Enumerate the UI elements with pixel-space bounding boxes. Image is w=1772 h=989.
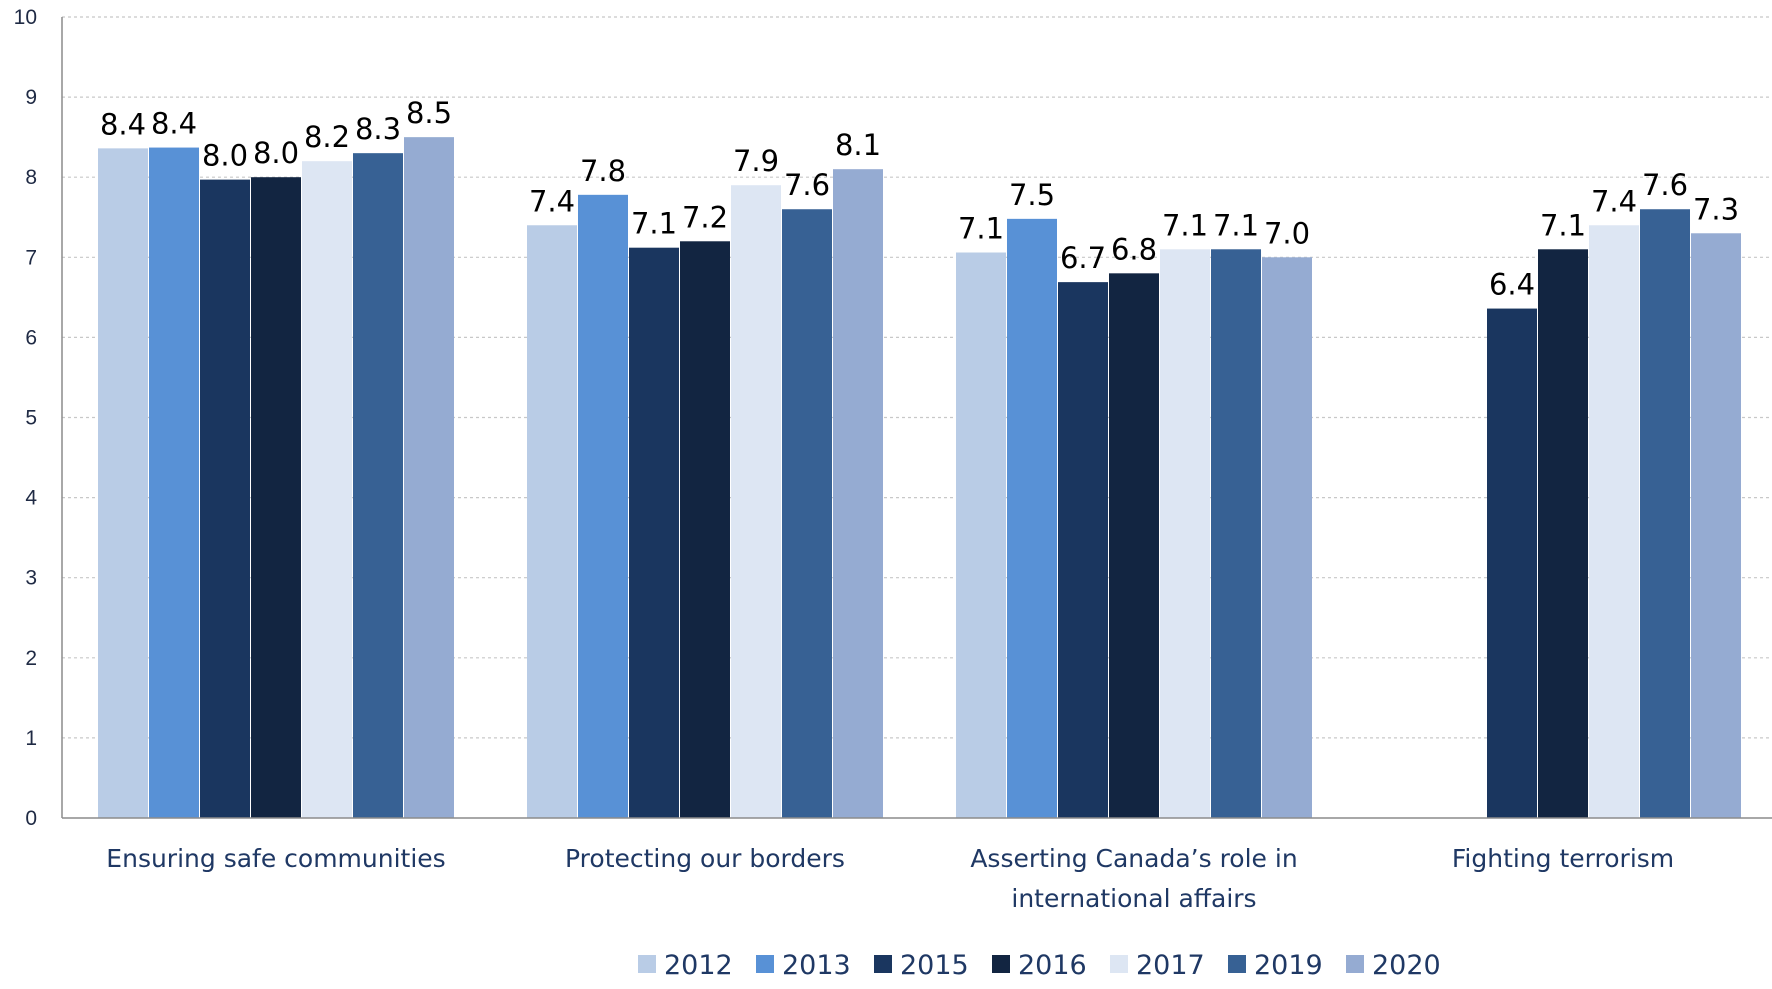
data-label: 7.1 xyxy=(631,207,677,241)
data-label: 8.4 xyxy=(151,107,197,141)
bar-2019-3 xyxy=(1640,209,1690,819)
bar-2012-1 xyxy=(527,225,577,818)
category-label: Protecting our borders xyxy=(565,844,845,873)
bar-2015-2 xyxy=(1058,282,1108,819)
bar-2015-3 xyxy=(1487,308,1537,818)
legend-label-2016: 2016 xyxy=(1018,950,1087,981)
bar-2013-0 xyxy=(149,147,199,819)
legend-label-2015: 2015 xyxy=(900,950,969,981)
x-axis-category-labels: Ensuring safe communities Protecting our … xyxy=(106,844,1674,913)
data-label: 7.4 xyxy=(529,184,575,218)
legend-swatch-2015 xyxy=(874,955,892,973)
legend-swatch-2019 xyxy=(1228,955,1246,973)
bar-2013-2 xyxy=(1007,218,1057,819)
legend-label-2013: 2013 xyxy=(782,950,851,981)
bar-2019-0 xyxy=(353,153,403,819)
y-tick-label: 9 xyxy=(25,86,37,109)
data-label: 8.5 xyxy=(406,96,452,130)
y-tick-label: 4 xyxy=(25,487,37,510)
bar-2017-0 xyxy=(302,161,352,818)
data-label: 6.7 xyxy=(1060,241,1106,275)
legend-swatch-2012 xyxy=(638,955,656,973)
bar-2015-0 xyxy=(200,179,250,818)
y-tick-label: 10 xyxy=(14,6,37,29)
y-tick-label: 7 xyxy=(25,246,37,269)
data-label: 8.0 xyxy=(202,139,248,173)
data-label: 7.0 xyxy=(1264,216,1310,250)
y-tick-label: 8 xyxy=(25,166,37,189)
y-tick-label: 6 xyxy=(25,326,37,349)
legend-label-2017: 2017 xyxy=(1136,950,1205,981)
bar-2016-3 xyxy=(1538,249,1588,819)
y-tick-label: 0 xyxy=(25,807,37,830)
data-label: 8.4 xyxy=(100,107,146,141)
bar-2016-0 xyxy=(251,177,301,818)
axes xyxy=(61,17,1772,819)
bar-2020-0 xyxy=(404,137,454,818)
legend-label-2020: 2020 xyxy=(1372,950,1441,981)
bar-2019-2 xyxy=(1211,249,1261,819)
y-tick-label: 1 xyxy=(25,727,37,750)
data-label: 7.1 xyxy=(1162,208,1208,242)
category-label: international affairs xyxy=(1011,884,1256,913)
bar-2016-1 xyxy=(680,241,730,818)
legend-swatch-2013 xyxy=(756,955,774,973)
bar-2020-1 xyxy=(833,169,883,818)
data-label: 8.0 xyxy=(253,136,299,170)
data-label: 7.1 xyxy=(1540,208,1586,242)
legend-label-2019: 2019 xyxy=(1254,950,1323,981)
category-label: Fighting terrorism xyxy=(1452,844,1674,873)
data-label: 6.8 xyxy=(1111,232,1157,266)
data-label: 7.9 xyxy=(733,144,779,178)
y-tick-label: 5 xyxy=(25,407,37,430)
data-label: 8.3 xyxy=(355,112,401,146)
bars xyxy=(98,137,1741,819)
legend-swatch-2017 xyxy=(1110,955,1128,973)
bar-2019-1 xyxy=(782,209,832,819)
data-label: 7.6 xyxy=(1642,168,1688,202)
bar-2017-3 xyxy=(1589,225,1639,818)
data-label: 7.1 xyxy=(958,211,1004,245)
y-tick-label: 3 xyxy=(25,567,37,590)
bar-2017-1 xyxy=(731,185,781,818)
data-label: 7.6 xyxy=(784,168,830,202)
legend-label-2012: 2012 xyxy=(664,950,733,981)
legend-swatch-2020 xyxy=(1346,955,1364,973)
bar-2013-1 xyxy=(578,194,628,818)
bar-2016-2 xyxy=(1109,273,1159,818)
data-label: 7.3 xyxy=(1693,192,1739,226)
data-label: 8.1 xyxy=(835,128,881,162)
data-labels: 8.47.47.18.47.87.58.07.16.76.48.07.26.87… xyxy=(100,96,1739,301)
bar-2017-2 xyxy=(1160,249,1210,819)
legend-swatch-2016 xyxy=(992,955,1010,973)
bar-2012-2 xyxy=(956,252,1006,818)
category-label: Ensuring safe communities xyxy=(106,844,445,873)
data-label: 7.5 xyxy=(1009,178,1055,212)
bar-2020-3 xyxy=(1691,233,1741,818)
bar-2015-1 xyxy=(629,247,679,819)
data-label: 7.4 xyxy=(1591,184,1637,218)
y-tick-label: 2 xyxy=(25,647,37,670)
bar-2020-2 xyxy=(1262,257,1312,818)
data-label: 7.8 xyxy=(580,154,626,188)
data-label: 6.4 xyxy=(1489,268,1535,302)
y-axis-tick-labels: 0 1 2 3 4 5 6 7 8 9 10 xyxy=(14,6,38,830)
data-label: 7.1 xyxy=(1213,208,1259,242)
bar-2012-0 xyxy=(98,148,148,818)
legend: 2012 2013 2015 2016 2017 2019 2020 xyxy=(638,950,1441,981)
category-label: Asserting Canada’s role in xyxy=(970,844,1297,873)
data-label: 8.2 xyxy=(304,120,350,154)
data-label: 7.2 xyxy=(682,200,728,234)
